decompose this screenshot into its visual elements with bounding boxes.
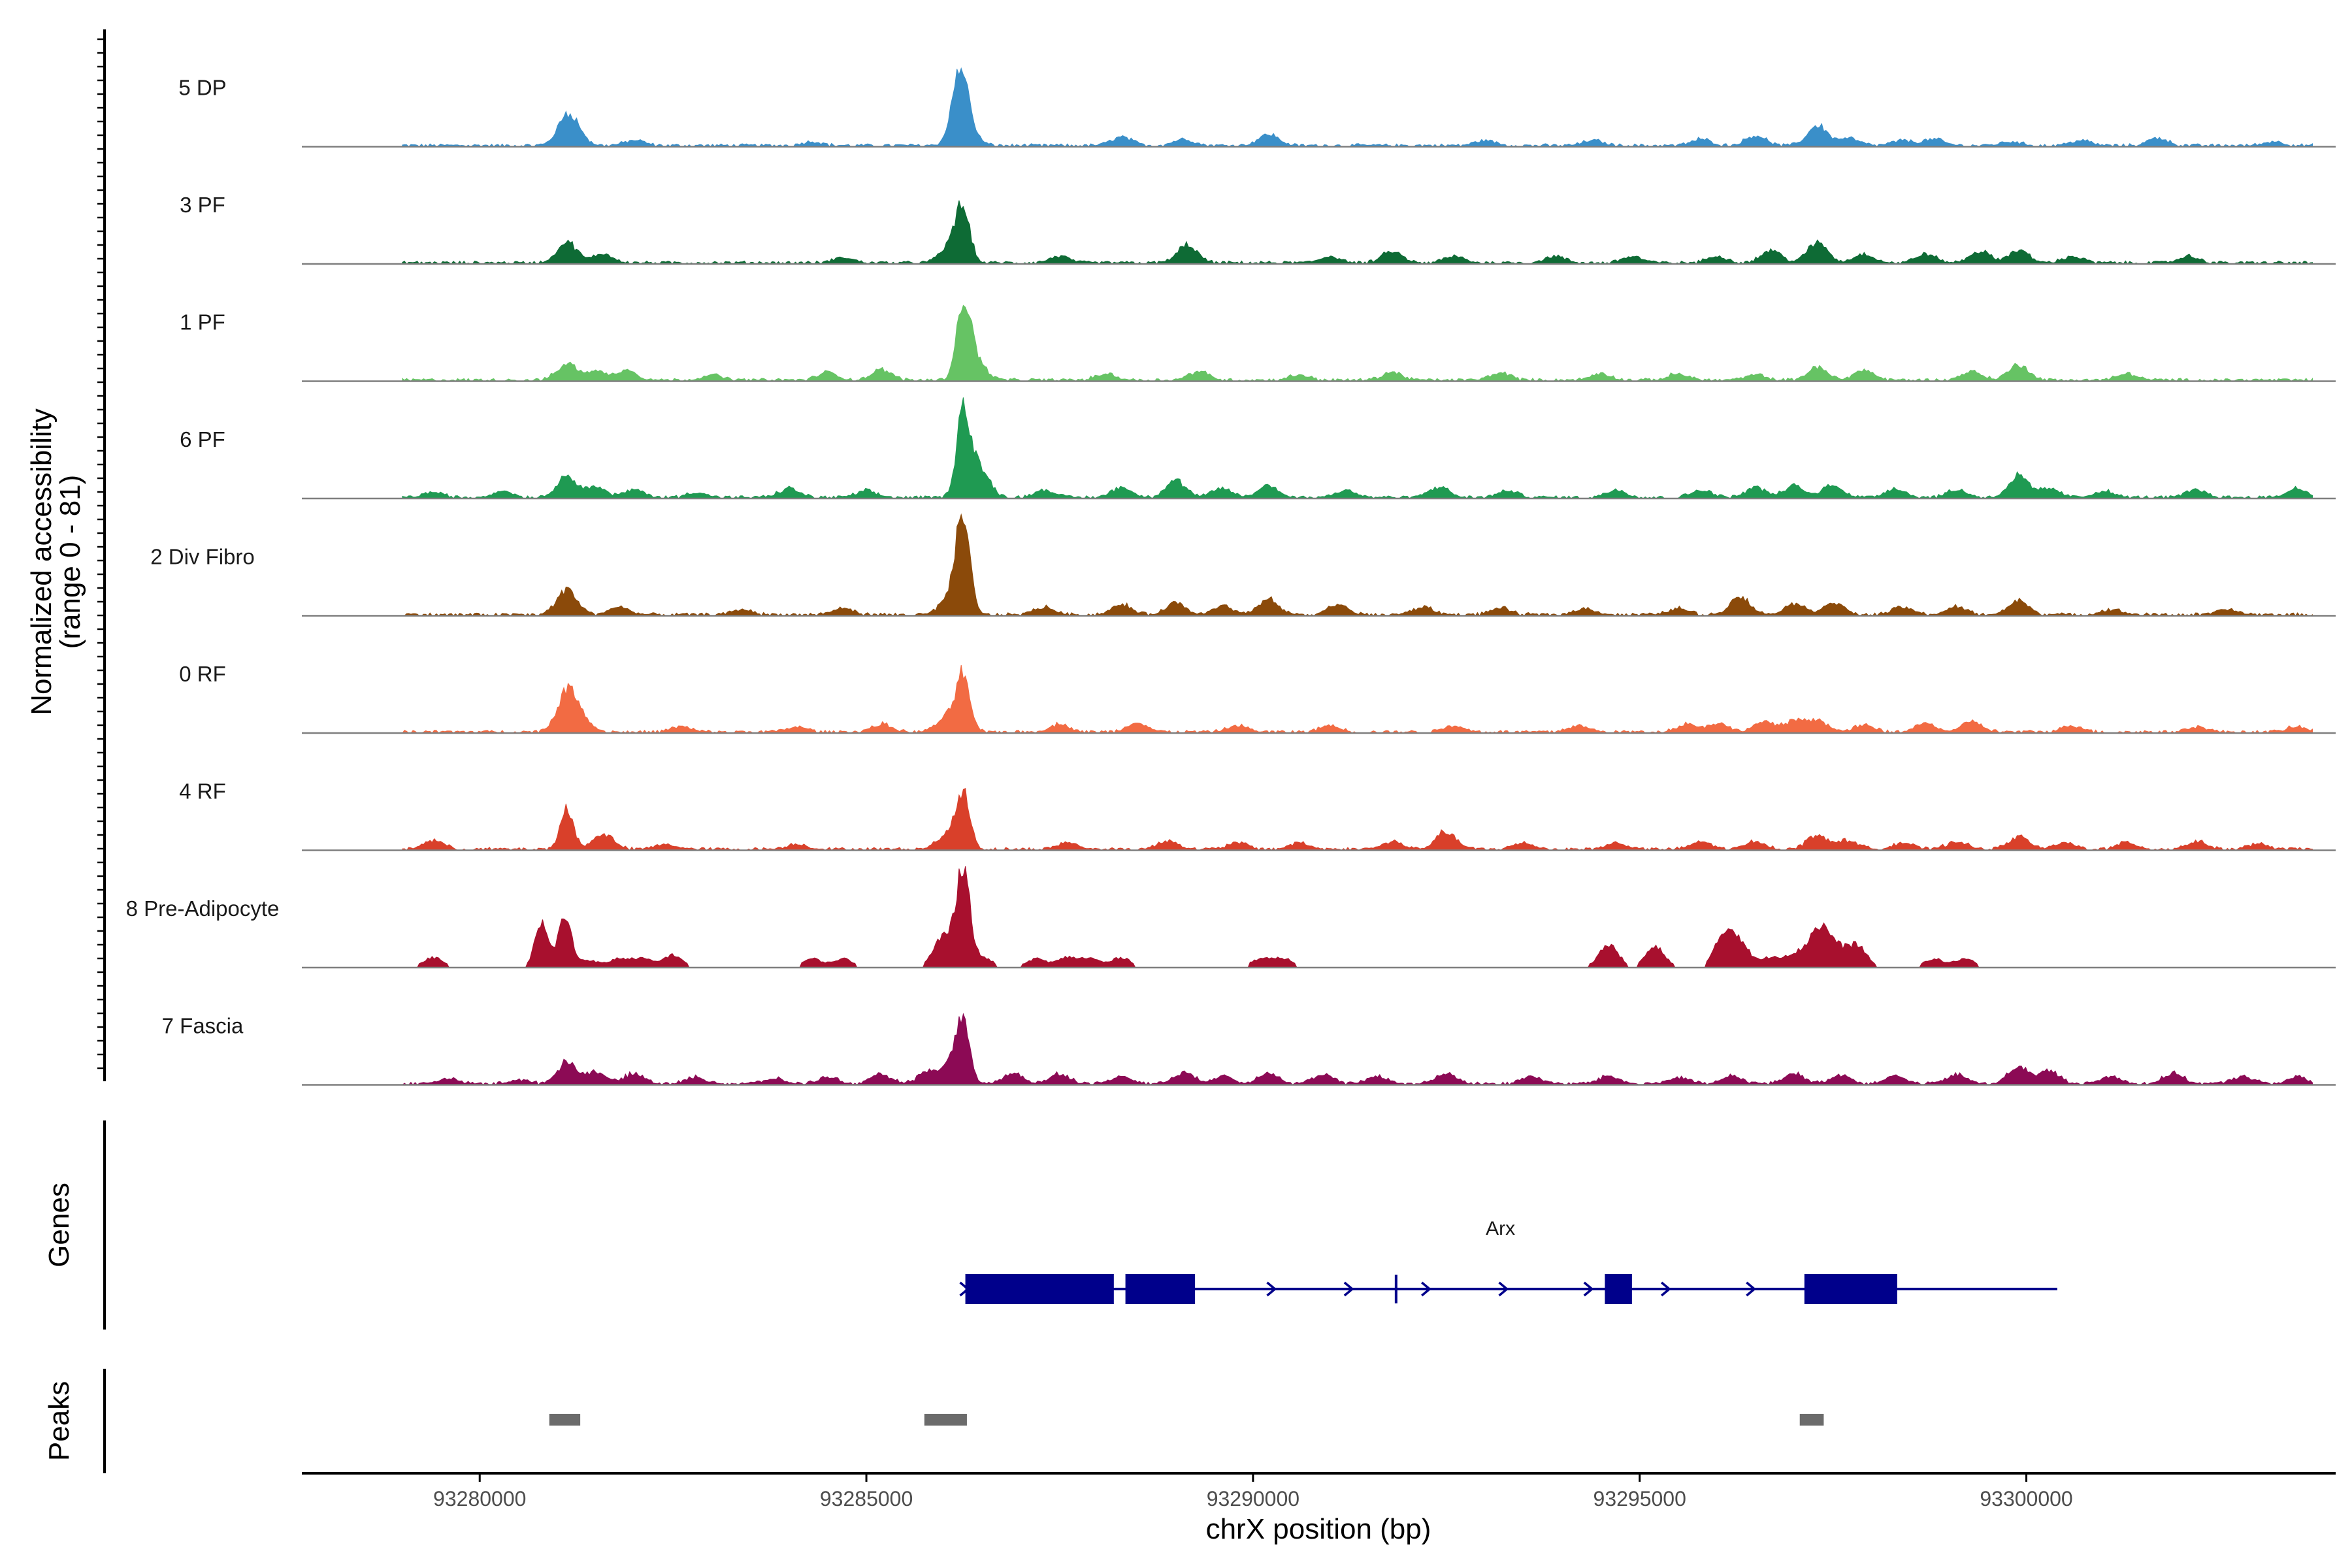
- track-label: 6 PF: [180, 427, 225, 451]
- gene-exon: [965, 1274, 1114, 1304]
- x-tick-label: 93280000: [433, 1487, 526, 1511]
- track-4-rf: 4 RF: [179, 779, 2336, 851]
- x-tick-label: 93300000: [1980, 1487, 2072, 1511]
- y-axis-range-label: (range 0 - 81): [54, 475, 86, 649]
- track-7-fascia: 7 Fascia: [162, 1013, 2336, 1086]
- x-tick-label: 93285000: [820, 1487, 913, 1511]
- track-3-pf: 3 PF: [180, 193, 2336, 265]
- coverage-y-axis-ticks: [97, 38, 105, 1070]
- track-label: 7 Fascia: [162, 1014, 244, 1038]
- peaks-track: [549, 1414, 1824, 1426]
- y-axis-title: Normalized accessibility: [25, 408, 57, 715]
- strand-arrow: [1266, 1281, 1277, 1297]
- track-2-div-fibro: 2 Div Fibro: [150, 513, 2336, 617]
- track-0-rf: 0 RF: [179, 662, 2336, 734]
- strand-arrow: [1583, 1281, 1594, 1297]
- track-label: 8 Pre-Adipocyte: [126, 896, 280, 921]
- track-label: 0 RF: [179, 662, 226, 686]
- coverage-area: [402, 664, 2313, 734]
- strand-arrow: [1498, 1281, 1509, 1297]
- coverage-area: [402, 513, 2313, 617]
- track-1-pf: 1 PF: [180, 304, 2336, 382]
- gene-exon: [1125, 1274, 1196, 1304]
- peak-region: [549, 1414, 581, 1426]
- track-8-pre-adipocyte: 8 Pre-Adipocyte: [126, 866, 2336, 969]
- track-label: 5 DP: [178, 76, 226, 100]
- track-label: 3 PF: [180, 193, 225, 217]
- gene-label: Arx: [1486, 1218, 1515, 1239]
- gene-exon: [1605, 1274, 1632, 1304]
- strand-arrow: [1661, 1281, 1671, 1297]
- strand-arrow: [1343, 1281, 1354, 1297]
- strand-arrow: [959, 1281, 970, 1297]
- coverage-area: [402, 304, 2313, 382]
- peak-region: [1799, 1414, 1824, 1426]
- gene-exon: [1804, 1274, 1897, 1304]
- coverage-area: [402, 1013, 2313, 1086]
- strand-arrow: [1421, 1281, 1431, 1297]
- peaks-panel-label: Peaks: [43, 1381, 75, 1461]
- x-axis-title: chrX position (bp): [1206, 1513, 1431, 1545]
- x-tick-label: 93290000: [1207, 1487, 1299, 1511]
- coverage-area: [402, 788, 2313, 851]
- track-label: 1 PF: [180, 310, 225, 335]
- track-6-pf: 6 PF: [180, 397, 2336, 500]
- gene-track: Arx: [959, 1218, 2057, 1304]
- track-5-dp: 5 DP: [178, 67, 2336, 148]
- coverage-area: [402, 397, 2313, 499]
- genes-panel-label: Genes: [43, 1183, 75, 1267]
- track-label: 4 RF: [179, 779, 226, 804]
- coverage-area: [402, 67, 2313, 148]
- track-label: 2 Div Fibro: [150, 545, 255, 569]
- x-tick-label: 93295000: [1593, 1487, 1686, 1511]
- coverage-tracks: 5 DP 3 PF 1 PF 6 PF 2 Div Fibro 0 RF 4 RF 8 Pre…: [126, 67, 2336, 1086]
- coverage-area: [402, 200, 2313, 265]
- x-axis-ticks: 93280000 93285000 93290000 93295000 93300000: [433, 1473, 2073, 1511]
- strand-arrow: [1746, 1281, 1757, 1297]
- peak-region: [924, 1414, 967, 1426]
- gene-arx: Arx: [959, 1218, 2057, 1304]
- coverage-area: [402, 866, 2313, 968]
